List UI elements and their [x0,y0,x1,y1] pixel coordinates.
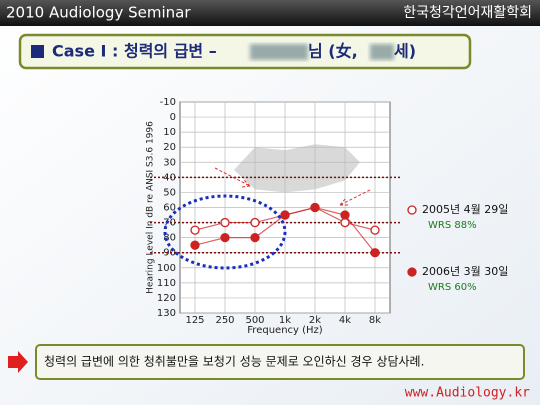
y-tick-label: 20 [163,142,176,153]
y-tick-label: -10 [160,97,176,108]
legend-label: 2005년 4월 29일 [422,202,508,216]
y-tick-label: 0 [170,112,176,123]
title-middle: 님 (女, [308,42,358,61]
x-tick-label: 125 [185,315,204,326]
speech-area [234,144,360,193]
footer-url: www.Audiology.kr [405,386,530,401]
arrow-left [214,167,251,188]
header-left: 2010 Audiology Seminar [6,4,191,22]
x-tick-label: 2k [309,315,321,326]
data-point [340,217,350,228]
data-point [310,202,320,213]
data-point [220,217,230,228]
data-point [250,217,260,228]
blurred-name [250,44,308,60]
legend-marker [407,267,417,277]
audiogram: -10 0 10 20 30 40 50 60 70 80 90 100 110 120 130 125 250… [146,97,402,336]
title-prefix: Case I : 청력의 급변 – [52,42,217,61]
highlight-ellipse [163,194,287,270]
legend-label: 2006년 3월 30일 [422,264,508,278]
note-arrow [8,351,28,373]
data-point [220,232,230,243]
y-tick-label: 50 [163,187,176,198]
data-point [280,210,290,220]
data-point [250,232,260,243]
note-box [35,344,525,380]
y-tick-label: 30 [163,157,176,168]
y-tick-label: 100 [157,263,176,274]
y-tick-label: 130 [157,308,176,319]
arrow-right [339,189,371,206]
data-point [370,248,380,258]
y-tick-label: 60 [163,203,176,214]
title-suffix: 세) [394,42,416,61]
y-tick-label: 10 [163,127,176,138]
data-point [190,225,200,235]
x-tick-label: 8k [369,315,381,326]
y-tick-label: 120 [157,293,176,304]
header-bar [0,0,540,26]
blurred-age [370,44,394,60]
legend-note: WRS 60% [428,282,477,293]
y-axis-label: Hearing Level In dB re ANSI S3.6 1996 [146,121,156,294]
data-point [340,210,350,220]
x-tick-label: 500 [245,315,264,326]
x-tick-label: 1k [279,315,291,326]
y-tick-label: 70 [163,218,176,229]
data-point [190,240,200,250]
y-tick-label: 80 [163,233,176,244]
title-bullet [31,45,44,58]
y-tick-label: 110 [157,278,176,289]
x-tick-label: 4k [339,315,351,326]
legend-marker [407,205,417,215]
header-right: 한국청각언어재활학회 [403,5,532,21]
y-tick-label: 40 [163,172,176,183]
legend-note: WRS 88% [428,220,477,231]
y-tick-label: 90 [163,248,176,259]
data-point [370,225,380,235]
x-axis-label: Frequency (Hz) [247,325,323,336]
footer-note: 청력의 급변에 의한 청취불만을 보청기 성능 문제로 오인하신 경우 상담사례… [44,355,424,369]
x-tick-label: 250 [215,315,234,326]
title-box [18,33,472,70]
